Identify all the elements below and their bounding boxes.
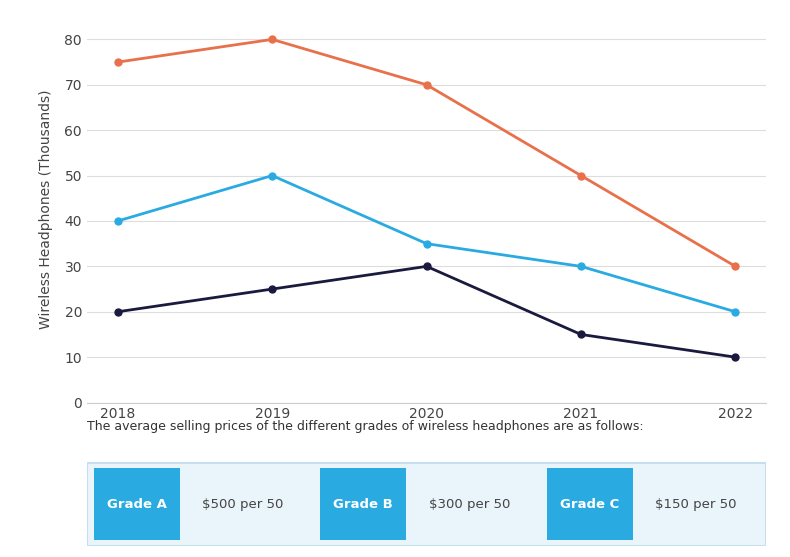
FancyBboxPatch shape: [547, 468, 633, 540]
FancyBboxPatch shape: [94, 468, 180, 540]
Text: Grade B: Grade B: [333, 498, 393, 511]
Text: $150 per 50: $150 per 50: [656, 498, 737, 511]
Text: $300 per 50: $300 per 50: [429, 498, 510, 511]
Text: Grade C: Grade C: [560, 498, 619, 511]
FancyBboxPatch shape: [87, 463, 766, 546]
Y-axis label: Wireless Headphones (Thousands): Wireless Headphones (Thousands): [40, 90, 53, 329]
Legend: A, B, C: A, B, C: [345, 476, 508, 503]
Text: Grade A: Grade A: [107, 498, 167, 511]
FancyBboxPatch shape: [320, 468, 406, 540]
Text: $500 per 50: $500 per 50: [202, 498, 284, 511]
Text: The average selling prices of the different grades of wireless headphones are as: The average selling prices of the differ…: [87, 420, 644, 433]
